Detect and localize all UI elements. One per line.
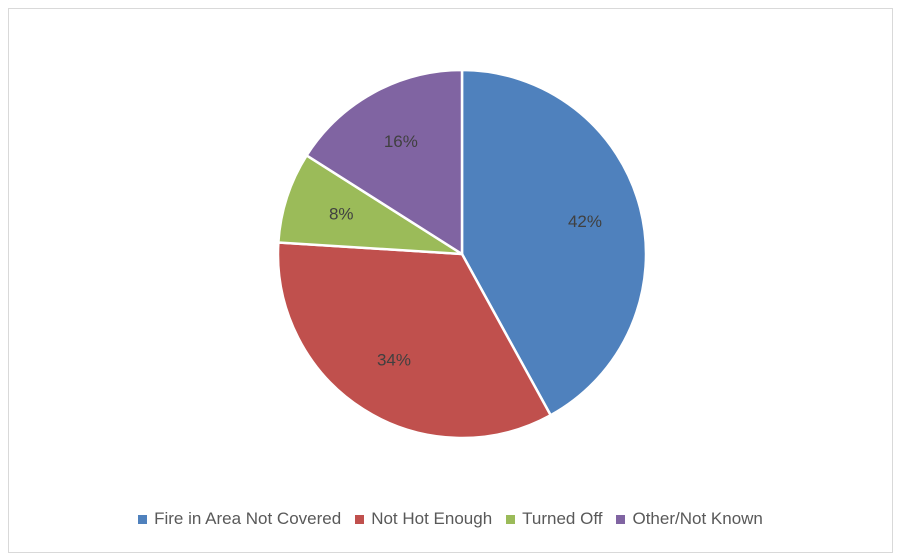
pie-slice-fire-in-area-not-covered	[460, 68, 648, 417]
legend-label-fire-in-area-not-covered: Fire in Area Not Covered	[154, 509, 342, 528]
legend-item-other-not-known: Other/Not Known	[616, 509, 763, 529]
data-label-turned-off: 8%	[329, 204, 354, 223]
pie-chart: 42% 34% 8% 16%	[276, 68, 648, 440]
legend-item-turned-off: Turned Off	[506, 509, 602, 529]
legend-swatch-not-hot-enough	[355, 514, 365, 524]
legend-swatch-turned-off	[506, 514, 516, 524]
pie-slice-turned-off	[277, 154, 464, 256]
legend: Fire in Area Not Covered Not Hot Enough …	[9, 509, 892, 529]
legend-item-fire-in-area-not-covered: Fire in Area Not Covered	[138, 509, 341, 529]
data-label-other-not-known: 16%	[384, 132, 418, 151]
legend-label-turned-off: Turned Off	[522, 509, 603, 528]
chart-frame: 42% 34% 8% 16% Fire in Area Not Covered Not…	[8, 8, 893, 553]
legend-swatch-other-not-known	[616, 514, 626, 524]
legend-label-other-not-known: Other/Not Known	[632, 509, 763, 528]
legend-label-not-hot-enough: Not Hot Enough	[371, 509, 493, 528]
data-label-fire-in-area-not-covered: 42%	[568, 212, 602, 231]
legend-item-not-hot-enough: Not Hot Enough	[355, 509, 492, 529]
data-label-not-hot-enough: 34%	[377, 351, 411, 370]
pie-slice-other-not-known	[305, 68, 464, 256]
pie-slice-not-hot-enough	[276, 241, 552, 440]
legend-swatch-fire-in-area-not-covered	[138, 514, 148, 524]
